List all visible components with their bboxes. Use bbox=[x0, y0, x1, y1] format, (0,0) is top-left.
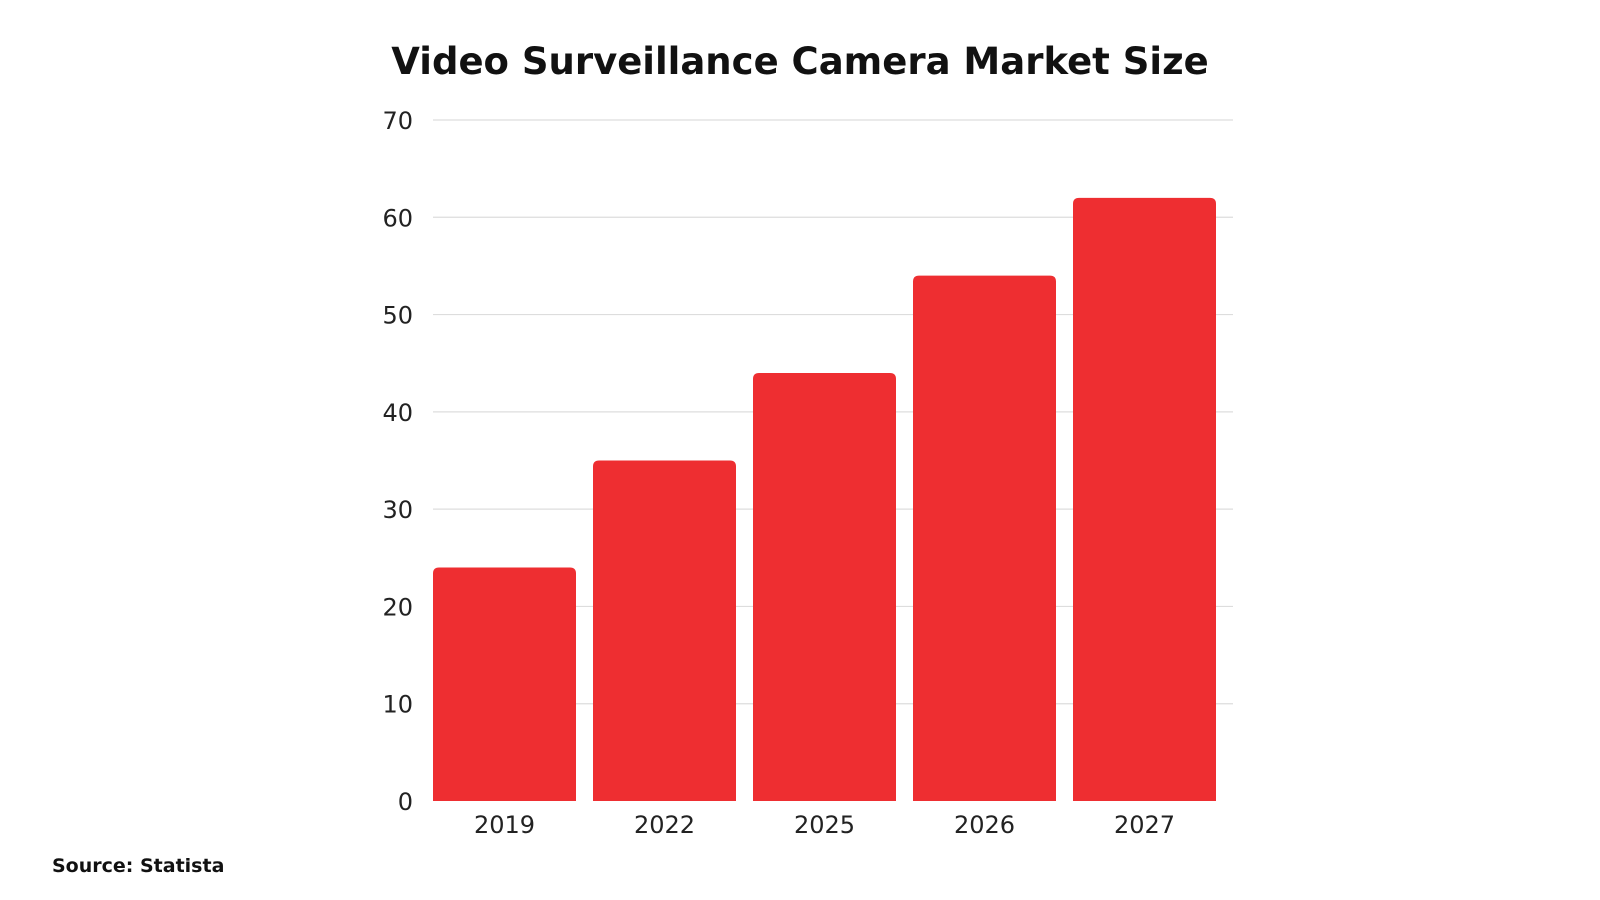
bar-2027 bbox=[1073, 197, 1216, 802]
y-tick-label: 70 bbox=[382, 107, 413, 135]
chart-title: Video Surveillance Camera Market Size bbox=[391, 40, 1209, 83]
y-tick-label: 50 bbox=[382, 302, 413, 330]
bar-2019 bbox=[433, 567, 576, 801]
y-axis-ticks: 0 10 20 30 40 50 60 70 bbox=[382, 107, 413, 816]
y-tick-label: 20 bbox=[382, 593, 413, 621]
y-tick-label: 30 bbox=[382, 496, 413, 524]
x-tick-label: 2022 bbox=[634, 811, 695, 839]
y-tick-label: 10 bbox=[382, 691, 413, 719]
bars bbox=[433, 197, 1216, 802]
x-tick-label: 2026 bbox=[954, 811, 1015, 839]
bar-2026 bbox=[913, 275, 1056, 802]
y-tick-label: 40 bbox=[382, 399, 413, 427]
y-tick-label: 0 bbox=[398, 788, 413, 816]
x-axis-ticks: 2019 2022 2025 2026 2027 bbox=[474, 811, 1175, 839]
x-tick-label: 2019 bbox=[474, 811, 535, 839]
x-tick-label: 2027 bbox=[1114, 811, 1175, 839]
bar-2025 bbox=[753, 372, 896, 801]
x-tick-label: 2025 bbox=[794, 811, 855, 839]
y-tick-label: 60 bbox=[382, 204, 413, 232]
bar-2022 bbox=[593, 460, 736, 801]
source-note: Source: Statista bbox=[52, 855, 225, 877]
